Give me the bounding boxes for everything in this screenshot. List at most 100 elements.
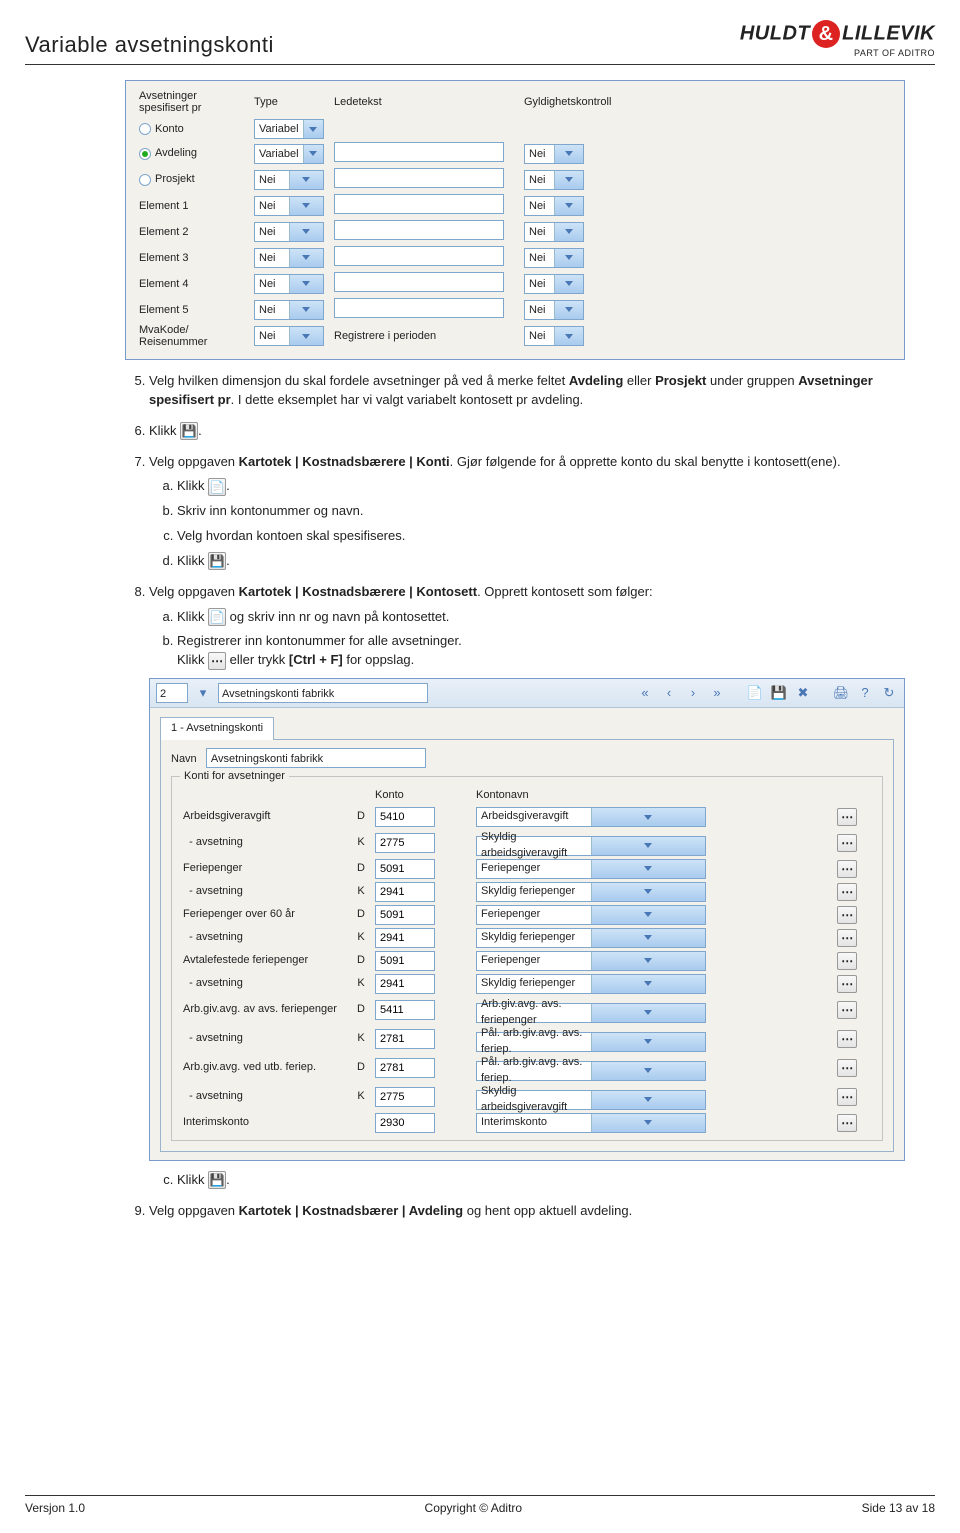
gyld-select[interactable]: Nei [524, 222, 584, 242]
konto-input[interactable] [375, 807, 435, 827]
kontosett-name-input[interactable]: Avsetningskonti fabrikk [218, 683, 428, 703]
konto-input[interactable] [375, 1113, 435, 1133]
lookup-icon[interactable] [837, 975, 857, 993]
type-select[interactable]: Nei [254, 326, 324, 346]
last-icon[interactable]: » [708, 684, 726, 702]
kontosett-nr-input[interactable]: 2 [156, 683, 188, 703]
kontonavn-select[interactable]: Pål. arb.giv.avg. avs. feriep. [476, 1061, 706, 1081]
kontonavn-select[interactable]: Feriepenger [476, 859, 706, 879]
col-gyld: Gyldighetskontroll [521, 90, 894, 116]
row-dk [350, 1113, 372, 1133]
kontonavn-select[interactable]: Skyldig arbeidsgiveravgift [476, 1090, 706, 1110]
kontonavn-select[interactable]: Arbeidsgiveravgift [476, 807, 706, 827]
ledetekst-input[interactable] [334, 272, 504, 292]
radio-konto[interactable] [139, 123, 151, 135]
type-select[interactable]: Nei [254, 248, 324, 268]
step-7: Velg oppgaven Kartotek | Kostnadsbærere … [149, 453, 905, 571]
kontonavn-select[interactable]: Skyldig feriepenger [476, 882, 706, 902]
radio-prosjekt[interactable] [139, 174, 151, 186]
kontonavn-select[interactable]: Feriepenger [476, 951, 706, 971]
konti-fieldset: Konti for avsetninger Konto Kontonavn Ar… [171, 776, 883, 1141]
type-select[interactable]: Nei [254, 170, 324, 190]
ledetekst-input[interactable] [334, 298, 504, 318]
konto-input[interactable] [375, 833, 435, 853]
kontonavn-select[interactable]: Feriepenger [476, 905, 706, 925]
row-label: - avsetning [180, 1026, 350, 1052]
type-select[interactable]: Nei [254, 222, 324, 242]
mid-label: Registrere i perioden [334, 330, 436, 342]
row-label: Feriepenger [180, 859, 350, 879]
konto-input[interactable] [375, 1058, 435, 1078]
kontonavn-select[interactable]: Interimskonto [476, 1113, 706, 1133]
first-icon[interactable]: « [636, 684, 654, 702]
refresh-icon[interactable]: ↻ [880, 684, 898, 702]
type-select[interactable]: Variabel [254, 119, 324, 139]
lookup-icon[interactable] [837, 906, 857, 924]
gyld-select[interactable]: Nei [524, 170, 584, 190]
konto-input[interactable] [375, 951, 435, 971]
table-row: Avtalefestede feriepengerDFeriepenger [180, 951, 874, 971]
lookup-icon[interactable] [837, 834, 857, 852]
next-icon[interactable]: › [684, 684, 702, 702]
lookup-icon[interactable] [837, 883, 857, 901]
konto-input[interactable] [375, 1029, 435, 1049]
lookup-icon[interactable] [837, 808, 857, 826]
delete-icon[interactable]: ✖ [794, 684, 812, 702]
type-select[interactable]: Nei [254, 196, 324, 216]
prev-icon[interactable]: ‹ [660, 684, 678, 702]
gyld-select[interactable]: Nei [524, 196, 584, 216]
step-7d: Klikk . [177, 552, 905, 571]
konto-input[interactable] [375, 928, 435, 948]
ledetekst-input[interactable] [334, 168, 504, 188]
gyld-select[interactable]: Nei [524, 274, 584, 294]
type-select[interactable]: Variabel [254, 144, 324, 164]
radio-avdeling[interactable] [139, 148, 151, 160]
kontonavn-select[interactable]: Pål. arb.giv.avg. avs. feriep. [476, 1032, 706, 1052]
table-row: - avsetningKSkyldig feriepenger [180, 882, 874, 902]
gyld-select[interactable]: Nei [524, 300, 584, 320]
col-kontonavn: Kontonavn [473, 788, 834, 804]
table-row: - avsetningKPål. arb.giv.avg. avs. ferie… [180, 1026, 874, 1052]
kontonavn-select[interactable]: Skyldig feriepenger [476, 974, 706, 994]
kontonavn-select[interactable]: Arb.giv.avg. avs. feriepenger [476, 1003, 706, 1023]
lookup-icon[interactable] [837, 1001, 857, 1019]
lookup-icon[interactable] [837, 929, 857, 947]
navn-input[interactable]: Avsetningskonti fabrikk [206, 748, 426, 768]
type-select[interactable]: Nei [254, 300, 324, 320]
ledetekst-input[interactable] [334, 194, 504, 214]
kontonavn-select[interactable]: Skyldig arbeidsgiveravgift [476, 836, 706, 856]
col-ledetekst: Ledetekst [331, 90, 521, 116]
konto-input[interactable] [375, 859, 435, 879]
page-footer: Versjon 1.0 Copyright © Aditro Side 13 a… [25, 1495, 935, 1515]
kontonavn-select[interactable]: Skyldig feriepenger [476, 928, 706, 948]
ledetekst-input[interactable] [334, 246, 504, 266]
gyld-select[interactable]: Nei [524, 144, 584, 164]
gyld-select[interactable]: Nei [524, 248, 584, 268]
konto-input[interactable] [375, 1087, 435, 1107]
dropdown-icon[interactable]: ▾ [194, 684, 212, 702]
row-label: Avtalefestede feriepenger [180, 951, 350, 971]
print-icon[interactable]: 🖨 [832, 684, 850, 702]
ledetekst-input[interactable] [334, 220, 504, 240]
lookup-icon[interactable] [837, 1030, 857, 1048]
new-icon[interactable]: 📄 [746, 684, 764, 702]
konto-input[interactable] [375, 905, 435, 925]
konto-input[interactable] [375, 974, 435, 994]
lookup-icon[interactable] [837, 860, 857, 878]
table-row: Feriepenger over 60 årDFeriepenger [180, 905, 874, 925]
konto-input[interactable] [375, 1000, 435, 1020]
lookup-icon[interactable] [837, 1114, 857, 1132]
save-icon[interactable]: 💾 [770, 684, 788, 702]
lookup-icon[interactable] [837, 1088, 857, 1106]
lookup-icon[interactable] [837, 952, 857, 970]
step-7c: Velg hvordan kontoen skal spesifiseres. [177, 527, 905, 546]
type-select[interactable]: Nei [254, 274, 324, 294]
lookup-icon[interactable] [837, 1059, 857, 1077]
screenshot-avsetninger: Avsetninger spesifisert pr Type Ledeteks… [125, 80, 905, 360]
gyld-select[interactable]: Nei [524, 326, 584, 346]
ledetekst-input[interactable] [334, 142, 504, 162]
konto-input[interactable] [375, 882, 435, 902]
help-icon[interactable]: ? [856, 684, 874, 702]
row-label: - avsetning [180, 830, 350, 856]
tab-avsetningskonti[interactable]: 1 - Avsetningskonti [160, 717, 274, 740]
